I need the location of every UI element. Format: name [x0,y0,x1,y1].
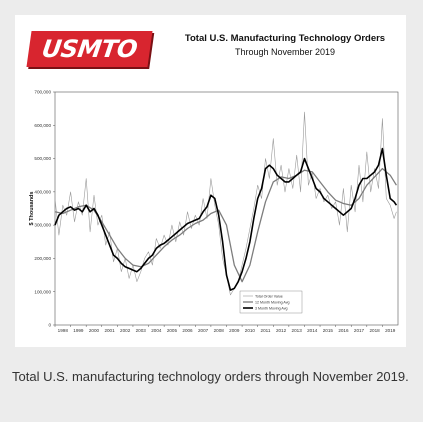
line-chart: 0 100,000 200,000 300,000 400,000 500,000 600,… [29,90,399,333]
y-tick-label: 600,000 [34,123,51,128]
chart-subtitle: Through November 2019 [234,47,336,57]
legend-box [239,290,303,314]
x-tick-label: 2006 [182,328,193,333]
x-tick-label: 2014 [307,328,318,333]
chart-panel: USMTO Total U.S. Manufacturing Technolog… [15,15,406,347]
y-axis-label: $ Thousands [29,192,35,226]
legend-entry: Total Order Value [255,294,283,298]
x-tick-label: 2012 [276,328,287,333]
y-tick-label: 0 [48,323,51,328]
x-tick-label: 2003 [136,328,147,333]
x-tick-label: 2005 [167,328,178,333]
x-tick-label: 2013 [292,328,303,333]
y-tick-label: 100,000 [34,289,51,294]
legend-entry: 12 Month Moving Avg [255,300,290,304]
y-tick-label: 700,000 [34,90,51,95]
x-tick-label: 2009 [229,328,240,333]
series-line-1 [54,167,397,283]
chart-title: Total U.S. Manufacturing Technology Orde… [184,33,386,44]
x-tick-label: 2002 [120,328,131,333]
x-tick-label: 2019 [385,328,396,333]
x-tick-label: 2015 [323,328,334,333]
series-line-2 [54,147,398,291]
y-tick-label: 300,000 [34,223,51,228]
plot-area-frame [54,91,399,326]
x-tick-label: 2018 [369,328,380,333]
x-tick-label: 2010 [245,328,256,333]
figure-caption: Total U.S. manufacturing technology orde… [12,369,409,384]
x-tick-label: 2017 [354,328,365,333]
x-tick-label: 2008 [214,328,225,333]
y-tick-label: 500,000 [34,156,51,161]
x-tick-label: 1998 [58,328,69,333]
y-tick-label: 400,000 [34,189,51,194]
x-tick-label: 2007 [198,328,209,333]
x-tick-label: 2016 [338,328,349,333]
x-tick-label: 2001 [104,328,115,333]
x-tick-label: 2004 [151,328,162,333]
y-tick-label: 200,000 [34,256,51,261]
x-tick-label: 1999 [73,328,84,333]
x-tick-label: 2011 [261,328,271,333]
legend-entry: 3 Month Moving Avg [255,306,288,310]
x-tick-label: 2000 [89,328,100,333]
